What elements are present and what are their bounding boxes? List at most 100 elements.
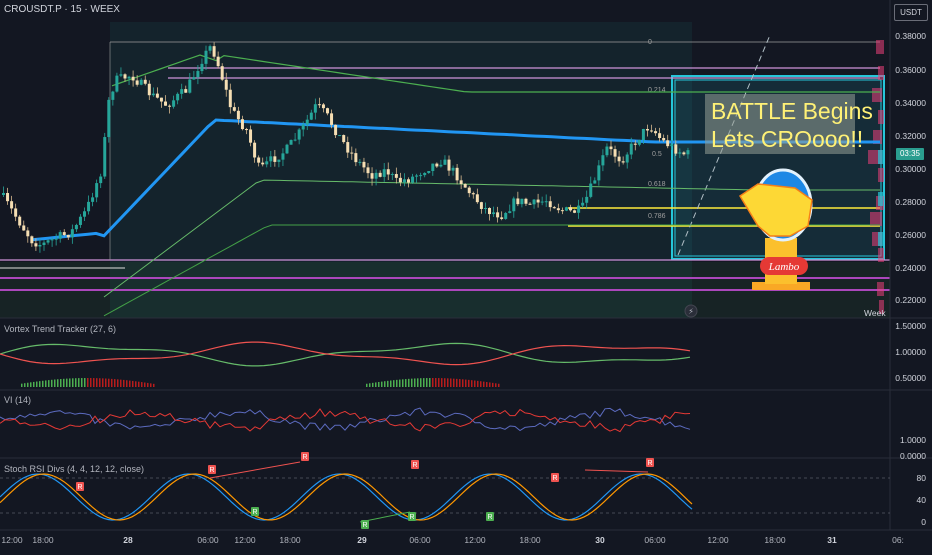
divergence-line (584, 469, 649, 473)
candle-body (560, 210, 564, 212)
vi-axis-label: 1.0000 (900, 435, 926, 445)
candle-body (192, 77, 196, 80)
candle-body (62, 232, 66, 235)
divergence-marker-label: R (209, 467, 214, 474)
vi-minus (0, 408, 691, 433)
vi-pane[interactable] (0, 407, 691, 433)
vi-label[interactable]: VI (14) (4, 395, 32, 405)
divergence-marker (251, 507, 259, 516)
price-axis-label: 0.28000 (895, 197, 926, 207)
volume-bar (873, 130, 882, 144)
vortex-hist-bar (471, 380, 473, 387)
candle-body (111, 91, 115, 100)
vortex-hist-bar (450, 378, 452, 387)
vortex-pane[interactable] (0, 341, 691, 387)
candle-body (516, 198, 520, 205)
candle-body (564, 207, 568, 211)
candle-body (475, 194, 479, 203)
candle-body (74, 224, 78, 230)
candle-body (479, 202, 483, 209)
candle-body (151, 93, 155, 96)
vortex-hist-bar (105, 378, 107, 387)
vortex-hist-bar (147, 382, 149, 387)
candle-body (402, 179, 406, 183)
candle-body (556, 208, 560, 211)
candle-body (172, 100, 176, 107)
divergence-marker (486, 512, 494, 521)
candle-body (443, 159, 447, 165)
candle-body (678, 152, 682, 154)
symbol-title[interactable]: CROUSDT.P · 15 · WEEX (4, 4, 120, 15)
candle-body (228, 89, 232, 108)
price-axis-label: 0.38000 (895, 31, 926, 41)
trophy-bull (738, 183, 813, 237)
candle-body (164, 101, 167, 106)
volume-bar (877, 282, 884, 296)
candle-body (512, 198, 516, 212)
vortex-hist-bar (462, 379, 464, 387)
candle-body (439, 164, 443, 167)
vortex-hist-bar (459, 379, 461, 387)
candle-body (66, 234, 70, 238)
annotation-banner[interactable]: BATTLE Begins Lets CROooo!! (705, 94, 873, 154)
time-axis-label: 12:00 (1, 535, 23, 545)
time-axis-label: 31 (827, 535, 837, 545)
candle-body (208, 46, 212, 51)
candle-body (34, 243, 38, 247)
volume-bar (878, 192, 883, 206)
candle-body (350, 152, 354, 154)
stoch-d (0, 473, 693, 521)
divergence-marker (411, 460, 419, 469)
candle-body (641, 128, 645, 140)
candle-body (220, 66, 224, 80)
stoch-rsi-pane[interactable]: R R R R R R R R R R (0, 452, 890, 529)
candle-body (6, 193, 10, 202)
vortex-label[interactable]: Vortex Trend Tracker (27, 6) (4, 324, 117, 334)
trophy-base (752, 282, 810, 290)
candle-body (427, 171, 431, 173)
candle-body (10, 201, 14, 209)
alert-icon[interactable] (684, 304, 698, 318)
candle-body (26, 230, 30, 237)
vortex-hist-bar (384, 381, 386, 387)
candle-body (38, 244, 42, 247)
candle-body (605, 146, 609, 156)
vortex-hist-bar (429, 378, 431, 387)
vortex-hist-bar (393, 380, 395, 387)
lightning-icon: ⚡ (688, 307, 694, 316)
candle-body (593, 180, 597, 184)
candle-body (398, 177, 402, 183)
candle-body (374, 172, 378, 179)
vortex-minus (0, 341, 691, 366)
candle-body (58, 232, 62, 239)
vortex-hist-bar (375, 382, 377, 387)
candle-body (83, 211, 86, 217)
candle-body (269, 156, 273, 162)
candle-body (650, 130, 653, 132)
divergence-marker-label: R (412, 462, 417, 469)
currency-button[interactable]: USDT (894, 4, 928, 21)
candle-body (265, 161, 269, 165)
upper-band (111, 54, 880, 93)
candle-body (394, 174, 398, 178)
divergence-marker-label: R (487, 514, 492, 521)
candle-body (253, 142, 257, 158)
volume-bar (878, 168, 884, 182)
candle-body (326, 108, 329, 114)
vortex-hist-bar (153, 383, 155, 387)
divergence-marker (646, 458, 654, 467)
candle-body (50, 239, 54, 241)
divergence-marker-label: R (302, 454, 307, 461)
candle-body (504, 212, 508, 219)
vortex-hist-bar (369, 383, 371, 387)
divergence-marker-label: R (409, 514, 414, 521)
stoch-label[interactable]: Stoch RSI Divs (4, 4, 12, 12, close) (4, 464, 145, 474)
divergence-line (209, 461, 301, 479)
time-axis-label: 18:00 (519, 535, 541, 545)
candle-body (577, 205, 581, 213)
candle-body (378, 172, 382, 177)
time-axis-label: 06:00 (644, 535, 666, 545)
candle-body (261, 162, 265, 165)
candle-body (184, 89, 188, 93)
